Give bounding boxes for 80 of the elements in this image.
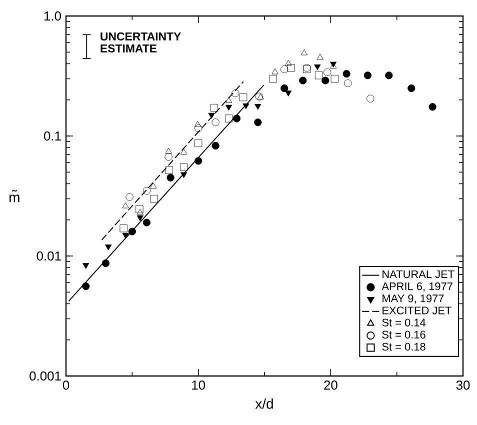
point <box>180 148 188 154</box>
point <box>194 157 202 165</box>
point <box>136 215 144 222</box>
point <box>254 118 262 126</box>
point <box>194 139 202 148</box>
point <box>242 103 250 110</box>
point <box>344 79 352 88</box>
y-tick-label: 0.1 <box>44 131 61 141</box>
point <box>225 104 232 111</box>
y-tick-label: 0.01 <box>36 251 61 261</box>
point <box>280 84 288 92</box>
legend-label: APRIL 6, 1977 <box>382 282 452 292</box>
point <box>180 163 188 171</box>
point <box>240 94 248 102</box>
point <box>210 104 218 112</box>
point <box>150 182 157 188</box>
legend-label: St = 0.18 <box>382 342 426 351</box>
point <box>82 282 90 290</box>
x-tick-label: 0 <box>62 380 70 390</box>
y-tick-label: 1.0 <box>44 11 61 21</box>
legend-label: MAY 9, 1977 <box>382 294 444 304</box>
point <box>166 174 174 182</box>
legend-label: St = 0.16 <box>382 330 426 339</box>
point <box>314 64 321 70</box>
point <box>128 228 136 236</box>
point <box>165 148 172 154</box>
point <box>194 124 202 132</box>
point <box>342 70 350 78</box>
point <box>272 68 278 74</box>
point <box>82 263 90 269</box>
legend-label: EXCITED JET <box>382 306 452 314</box>
point <box>232 89 240 98</box>
point <box>285 60 292 66</box>
point <box>254 104 262 110</box>
point <box>180 172 188 178</box>
y-axis-title: m̃ <box>10 190 20 202</box>
point <box>255 92 264 100</box>
point <box>212 142 220 150</box>
point <box>208 112 215 119</box>
point <box>299 76 307 84</box>
point <box>257 94 264 100</box>
point <box>428 103 436 111</box>
point <box>122 232 129 239</box>
point <box>300 49 308 56</box>
x-tick-label: 10 <box>192 380 206 390</box>
point <box>224 114 233 122</box>
point <box>364 72 372 80</box>
point <box>122 202 129 208</box>
point <box>232 114 241 122</box>
x-tick-label: 20 <box>324 380 338 390</box>
point <box>408 84 416 92</box>
point <box>126 193 134 201</box>
point <box>366 94 374 102</box>
point <box>150 194 158 203</box>
point <box>142 218 151 226</box>
point <box>120 224 128 232</box>
point <box>165 166 174 174</box>
point <box>385 72 393 80</box>
point <box>164 153 172 161</box>
x-tick-label: 30 <box>456 380 470 390</box>
point <box>136 208 144 215</box>
point <box>225 97 232 103</box>
legend-label: St = 0.14 <box>382 318 426 326</box>
y-tick-label: 0.001 <box>30 371 61 381</box>
point <box>314 72 323 80</box>
point <box>194 120 201 127</box>
point <box>324 68 332 76</box>
point <box>316 54 324 60</box>
point <box>212 118 220 126</box>
point <box>105 244 112 250</box>
legend-label: NATURAL JET <box>382 270 454 278</box>
point <box>330 74 338 83</box>
point <box>142 186 151 195</box>
annotation: UNCERTAINTY ESTIMATE <box>100 32 182 52</box>
x-axis-title: x/d <box>255 398 273 409</box>
point <box>102 259 110 268</box>
point <box>136 206 144 214</box>
point <box>285 90 292 96</box>
point <box>269 74 277 83</box>
point <box>322 76 330 84</box>
